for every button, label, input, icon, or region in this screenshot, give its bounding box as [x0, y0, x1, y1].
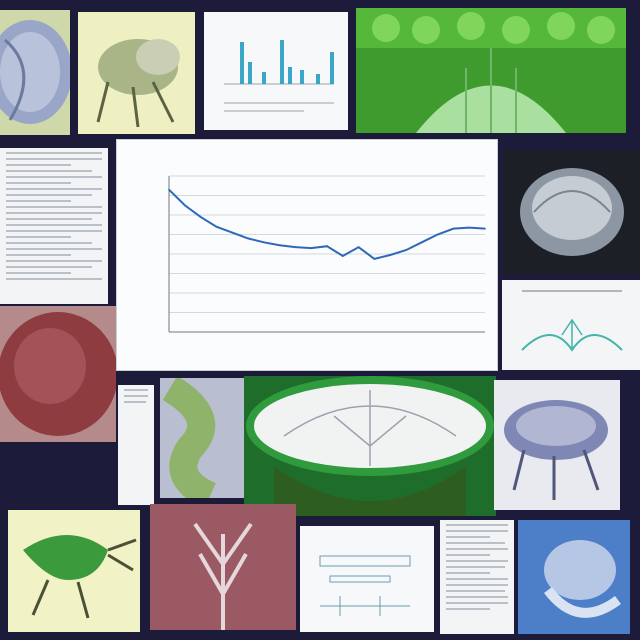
data-point [294, 246, 297, 248]
data-point [484, 227, 486, 230]
data-point [231, 231, 233, 234]
lizard-drawing [8, 510, 140, 632]
blue-skull-specimen [518, 520, 630, 634]
green-bowl-cross-section [244, 376, 496, 516]
data-point [310, 247, 312, 249]
data-point [326, 245, 328, 247]
microscope-sphere [504, 150, 640, 274]
caption-card [118, 385, 154, 505]
data-point [342, 255, 344, 257]
blue-bone-specimen [494, 380, 620, 510]
red-tissue-texture [0, 306, 116, 442]
technical-schematic [300, 526, 434, 632]
data-point [168, 188, 170, 191]
green-cell-tissue [356, 8, 626, 133]
text-page [440, 520, 514, 634]
text-document [0, 148, 108, 304]
data-point [357, 246, 360, 248]
nerve-diagram [502, 280, 640, 370]
data-point [421, 241, 423, 244]
data-point [215, 225, 218, 228]
data-point [278, 244, 281, 247]
data-point [199, 216, 202, 218]
data-point [452, 227, 455, 230]
line-chart [116, 139, 498, 371]
reptile-sketch [78, 12, 195, 134]
data-point [389, 254, 392, 256]
red-tree-texture [150, 504, 296, 630]
data-point [468, 226, 471, 229]
data-point [405, 249, 407, 251]
data-point [247, 237, 249, 240]
data-point [184, 204, 186, 207]
bar-chart-figure [204, 12, 348, 130]
data-point [373, 258, 376, 260]
lizard-scales-close-up [0, 10, 70, 135]
data-point [263, 241, 265, 244]
data-point [436, 233, 439, 236]
green-reptile-tail [160, 378, 244, 498]
series-line [168, 188, 486, 260]
